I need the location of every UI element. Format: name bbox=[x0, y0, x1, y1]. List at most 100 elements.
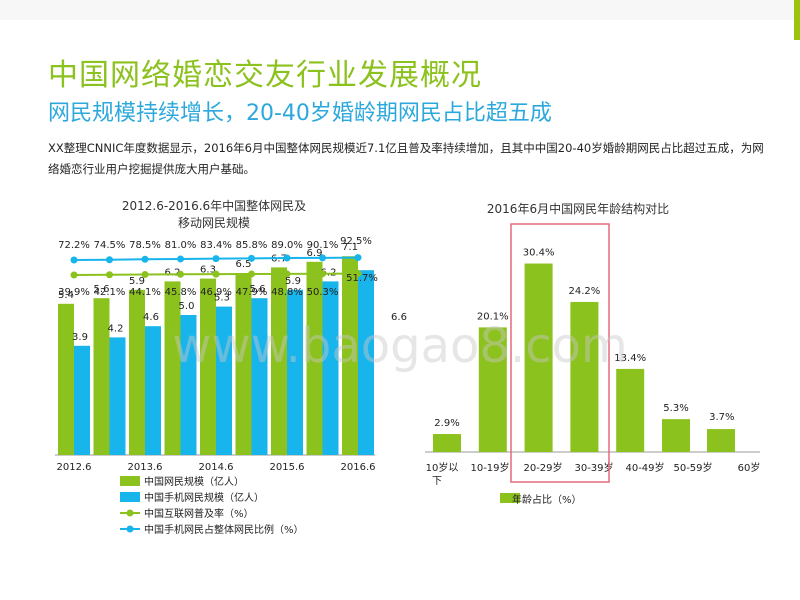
age-bar bbox=[707, 429, 735, 452]
bar-netizens bbox=[306, 261, 323, 455]
watermark: www.baogao8.com bbox=[172, 318, 627, 374]
mobile-share-label: 78.5% bbox=[129, 240, 161, 251]
age-bar-label: 2.9% bbox=[434, 418, 459, 429]
penetration-point bbox=[70, 271, 78, 279]
bar-mobile bbox=[74, 345, 90, 455]
age-category-label: 30-39岁 bbox=[574, 461, 613, 474]
mobile-share-label: 85.8% bbox=[236, 240, 268, 251]
bar-netizens bbox=[129, 289, 145, 455]
bar-netizens-label: 5.4 bbox=[58, 290, 74, 301]
mobile-share-point bbox=[177, 255, 184, 263]
penetration-point bbox=[248, 270, 255, 278]
bar-mobile-label: 4.6 bbox=[143, 312, 159, 323]
penetration-point bbox=[141, 270, 149, 278]
bar-netizens-label: 5.6 bbox=[94, 284, 110, 295]
bar-netizens bbox=[271, 267, 287, 455]
age-category-label: 下 bbox=[432, 476, 442, 487]
mobile-share-label: 90.1% bbox=[307, 240, 339, 251]
mobile-share-point bbox=[354, 254, 362, 262]
mobile-share-label: 81.0% bbox=[165, 240, 197, 251]
age-structure-chart: 2016年6月中国网民年龄结构对比 2.9% 20.1% 30.4% 24.2% 13.4… bbox=[425, 201, 760, 506]
mobile-share-label: 89.0% bbox=[271, 240, 303, 251]
bar-netizens-label: 6.2 bbox=[165, 267, 181, 278]
penetration-label: 46.9% bbox=[200, 287, 232, 298]
chart1-title: 移动网民规模 bbox=[178, 215, 250, 230]
mobile-share-point bbox=[248, 254, 255, 262]
x-tick-label: 2015.6 bbox=[270, 462, 305, 473]
age-bar-label: 5.3% bbox=[663, 403, 688, 414]
age-category-label: 50-59岁 bbox=[673, 461, 712, 474]
mobile-share-label: 74.5% bbox=[94, 240, 126, 251]
bar-netizens bbox=[200, 278, 216, 455]
bar-mobile bbox=[145, 326, 161, 455]
penetration-label: 47.9% bbox=[236, 287, 268, 298]
top-accent-bar bbox=[0, 0, 800, 20]
age-bar-label: 24.2% bbox=[569, 286, 601, 297]
bar-netizens bbox=[58, 303, 74, 455]
penetration-label: 42.1% bbox=[94, 287, 126, 298]
chart2-title: 2016年6月中国网民年龄结构对比 bbox=[487, 201, 669, 216]
bar-netizens bbox=[342, 256, 358, 455]
age-bar bbox=[478, 327, 507, 452]
bar-mobile-label: 4.2 bbox=[108, 323, 124, 334]
penetration-point bbox=[283, 270, 291, 278]
age-bar bbox=[616, 368, 645, 452]
age-bar bbox=[570, 301, 599, 452]
penetration-label: 48.8% bbox=[271, 287, 303, 298]
age-category-label: 10岁以 bbox=[426, 461, 459, 474]
bar-netizens-label: 7.1 bbox=[342, 242, 358, 253]
age-bar-label: 13.4% bbox=[614, 353, 646, 364]
bar-mobile bbox=[358, 270, 374, 455]
penetration-label: 39.9% bbox=[58, 287, 90, 298]
mobile-share-point bbox=[141, 255, 149, 263]
legend-label: 中国手机网民占整体网民比例（%） bbox=[144, 523, 304, 536]
age-category-label: 20-29岁 bbox=[523, 461, 562, 474]
chart1-title: 2012.6-2016.6年中国整体网民及 bbox=[122, 198, 306, 213]
mobile-share-point bbox=[319, 254, 326, 262]
corner-accent bbox=[794, 0, 800, 40]
bar-mobile bbox=[251, 298, 268, 455]
bar-netizens bbox=[164, 281, 181, 455]
penetration-point bbox=[106, 271, 113, 279]
bar-mobile-label: 6.6 bbox=[391, 312, 407, 323]
penetration-label: 50.3% bbox=[307, 287, 339, 298]
age-bar bbox=[433, 434, 461, 452]
penetration-label: 51.7% bbox=[346, 273, 378, 284]
bar-netizens bbox=[93, 298, 110, 455]
bar-netizens-label: 6.3 bbox=[200, 265, 216, 276]
penetration-label: 44.1% bbox=[129, 287, 161, 298]
bar-netizens-label: 6.5 bbox=[236, 259, 252, 270]
bar-mobile bbox=[216, 306, 232, 455]
mobile-share-label: 92.5% bbox=[340, 236, 372, 247]
intro-paragraph: XX整理CNNIC年度数据显示，2016年6月中国整体网民规模近7.1亿且普及率… bbox=[48, 141, 764, 176]
mobile-share-label: 83.4% bbox=[200, 240, 232, 251]
page-title: 中国网络婚恋交友行业发展概况 bbox=[48, 58, 482, 93]
x-tick-label: 2013.6 bbox=[128, 462, 163, 473]
mobile-share-point bbox=[283, 254, 291, 262]
legend-label: 中国网民规模（亿人） bbox=[144, 475, 244, 488]
bar-mobile-label: 5.9 bbox=[285, 276, 301, 287]
legend-swatch bbox=[120, 492, 140, 502]
age-bar-label: 30.4% bbox=[523, 248, 555, 259]
legend-label: 中国手机网民规模（亿人） bbox=[144, 491, 264, 504]
mobile-share-point bbox=[70, 256, 78, 264]
bar-netizens-label: 5.9 bbox=[129, 276, 145, 287]
penetration-point bbox=[212, 270, 220, 278]
legend-swatch bbox=[500, 493, 520, 503]
penetration-point bbox=[177, 270, 184, 278]
bar-mobile-label: 5.3 bbox=[214, 293, 230, 304]
bar-netizens bbox=[235, 273, 252, 455]
x-tick-label: 2016.6 bbox=[341, 462, 376, 473]
age-bar-label: 3.7% bbox=[709, 412, 734, 423]
bar-mobile-label: 5.6 bbox=[250, 284, 266, 295]
bar-mobile-label: 3.9 bbox=[72, 332, 88, 343]
page-subtitle: 网民规模持续增长，20-40岁婚龄期网民占比超五成 bbox=[48, 101, 552, 126]
penetration-point bbox=[354, 270, 362, 278]
mobile-share-point bbox=[212, 255, 220, 263]
age-category-label: 60岁 bbox=[738, 461, 761, 474]
mobile-share-label: 72.2% bbox=[58, 240, 90, 251]
bar-mobile-label: 5.0 bbox=[179, 301, 195, 312]
bar-mobile bbox=[287, 289, 303, 455]
